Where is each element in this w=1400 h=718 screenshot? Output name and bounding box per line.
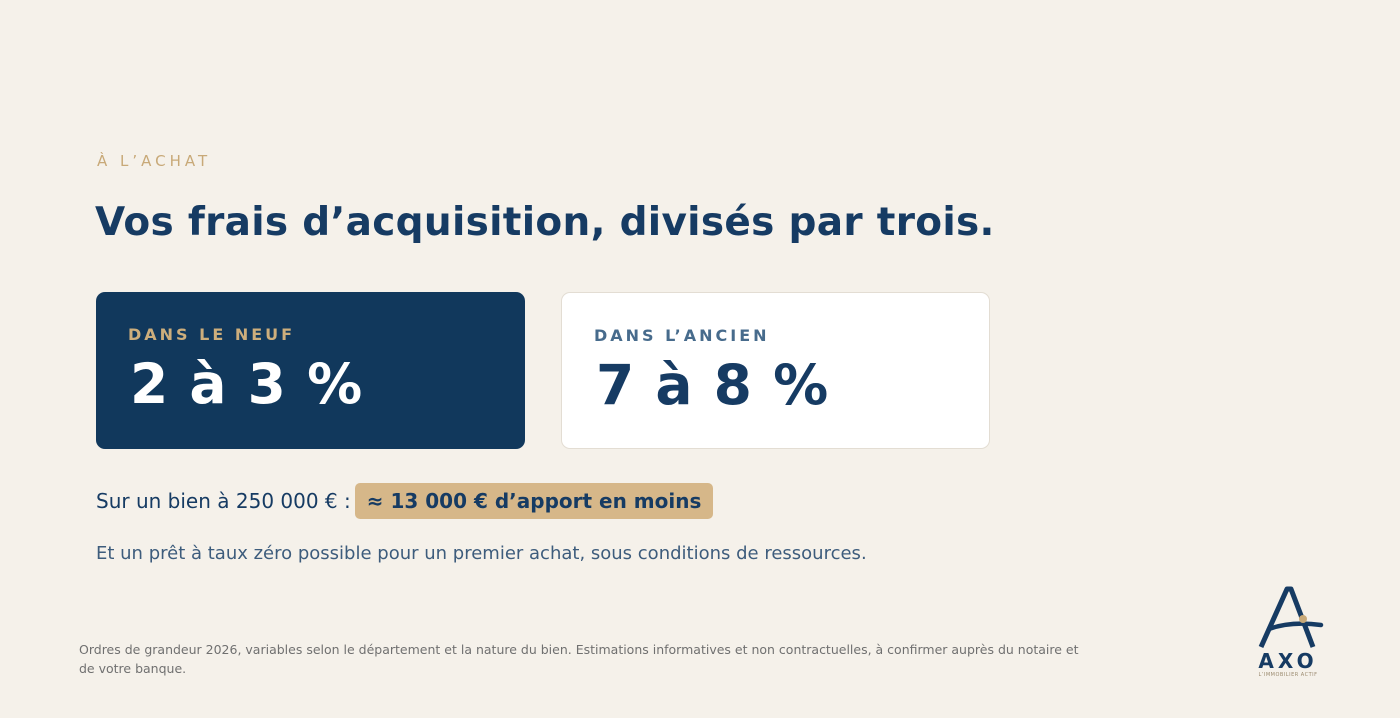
card-ancien-value: 7 à 8 % (596, 353, 830, 417)
savings-lead: Sur un bien à 250 000 € : (96, 489, 351, 513)
logo-wordmark: AXO (1258, 649, 1318, 673)
page-title: Vos frais d’acquisition, divisés par tro… (95, 200, 995, 245)
savings-badge: ≈ 13 000 € d’apport en moins (354, 483, 714, 519)
footnote: Ordres de grandeur 2026, variables selon… (79, 642, 1079, 676)
card-neuf-value: 2 à 3 % (130, 352, 364, 416)
section-eyebrow: À L’ACHAT (97, 152, 212, 170)
logo-tagline: L’IMMOBILIER ACTIF (1258, 672, 1318, 678)
axo-logo-icon (1258, 586, 1324, 649)
card-neuf-label: DANS LE NEUF (128, 325, 296, 344)
card-ancien-label: DANS L’ANCIEN (594, 326, 770, 345)
axo-logo: AXO L’IMMOBILIER ACTIF (1251, 585, 1325, 680)
card-ancien: DANS L’ANCIEN 7 à 8 % (561, 292, 990, 449)
ptz-note: Et un prêt à taux zéro possible pour un … (96, 543, 867, 564)
savings-row: Sur un bien à 250 000 € : ≈ 13 000 € d’a… (96, 483, 714, 519)
card-neuf: DANS LE NEUF 2 à 3 % (96, 292, 525, 449)
